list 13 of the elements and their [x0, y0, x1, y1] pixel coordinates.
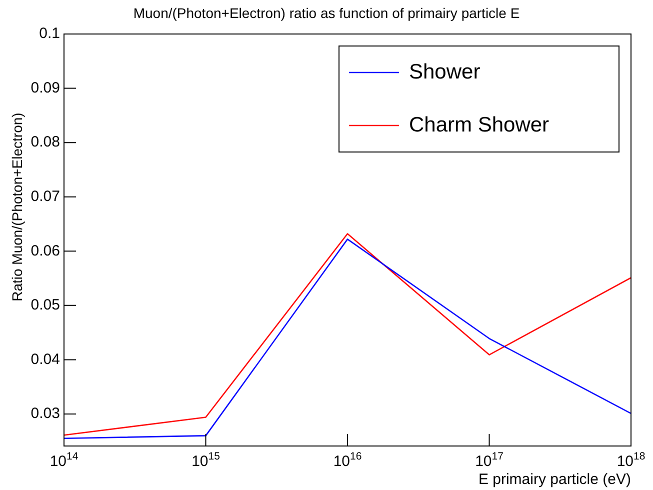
y-tick-label: 0.04	[30, 350, 60, 368]
y-tick-label: 0.05	[30, 296, 60, 314]
legend-label: Shower	[409, 60, 480, 84]
y-tick-label: 0.06	[30, 242, 60, 260]
y-tick-label: 0.03	[30, 405, 60, 422]
y-axis-title: Ratio Muon/(Photon+Electron)	[8, 112, 25, 302]
x-axis-title: E primairy particle (eV)	[478, 471, 631, 488]
y-tick-label: 0.08	[30, 134, 60, 151]
y-tick-label: 0.1	[39, 25, 60, 42]
legend-label: Charm Shower	[409, 113, 550, 136]
y-tick-label: 0.09	[30, 79, 60, 96]
y-tick-label: 0.07	[30, 188, 60, 205]
chart-title: Muon/(Photon+Electron) ratio as function of primairy particle E	[133, 4, 520, 21]
